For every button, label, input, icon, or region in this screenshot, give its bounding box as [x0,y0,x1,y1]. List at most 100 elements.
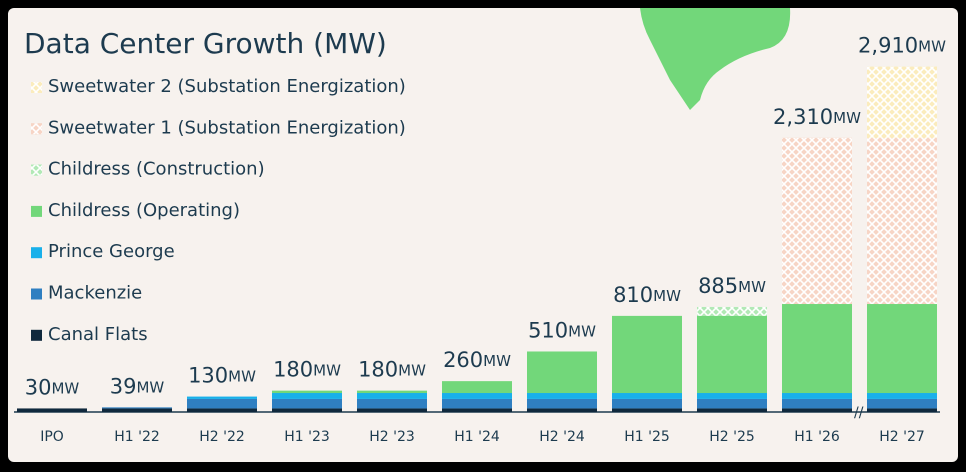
bar-segment [527,408,597,412]
total-value: 885 [698,274,738,298]
total-unit: MW [918,37,946,55]
x-tick-label: H2 '22 [199,429,245,445]
total-label: 510MW [528,318,596,342]
total-label: 130MW [188,364,256,388]
legend-swatch [31,288,42,300]
legend-label: Childress (Construction) [48,159,265,180]
total-unit: MW [136,378,164,396]
bar-segment [782,393,852,399]
total-value: 39 [110,374,137,398]
x-tick-label: H2 '24 [539,429,585,445]
legend-label: Childress (Operating) [48,200,240,221]
total-unit: MW [738,277,766,295]
legend-label: Sweetwater 2 (Substation Energization) [48,76,406,97]
total-value: 130 [188,364,228,388]
map-shape [640,8,791,110]
bar-pattern [867,137,937,305]
total-value: 510 [528,318,568,342]
bar-segment [357,398,427,409]
x-tick-label: H1 '25 [624,429,670,445]
bar-segment [782,408,852,412]
total-unit: MW [228,367,256,385]
bar-segment [612,315,682,394]
total-unit: MW [653,286,681,304]
legend-swatch [31,247,42,259]
bar-segment [867,304,937,394]
total-value: 180 [273,358,313,382]
total-label: 180MW [273,358,341,382]
legend-label: Prince George [48,241,175,262]
bar-segment [527,393,597,399]
legend-label: Mackenzie [48,283,142,304]
total-label: 180MW [358,358,426,382]
total-label: 2,310MW [773,105,861,129]
x-tick-label: H1 '22 [114,429,160,445]
bar-segment [357,390,427,394]
bar-segment [357,408,427,412]
total-label: 260MW [443,348,511,372]
x-tick-label: IPO [40,429,64,445]
bar-pattern [697,306,767,316]
total-value: 2,910 [858,34,918,58]
total-unit: MW [833,108,861,126]
total-value: 810 [613,283,653,307]
total-unit: MW [568,322,596,340]
bar-segment [697,315,767,394]
bar-segment [17,408,87,412]
total-value: 30 [25,375,52,399]
x-tick-label: H2 '27 [879,429,925,445]
x-tick-label: H1 '24 [454,429,500,445]
bar-segment [782,398,852,409]
bar-segment [272,390,342,394]
bar-segment [527,398,597,409]
bar-segment [102,407,172,409]
bar-segment [697,398,767,409]
bar-segment [102,408,172,412]
total-label: 2,910MW [858,34,946,58]
legend-swatch [31,205,42,217]
total-label: 39MW [110,374,165,398]
total-label: 810MW [613,283,681,307]
bar-segment [612,408,682,412]
bar-segment [442,398,512,409]
bar-segment [697,393,767,399]
total-value: 260 [443,348,483,372]
chart-title: Data Center Growth (MW) [24,27,387,60]
bar-segment [442,393,512,399]
total-label: 30MW [25,375,80,399]
axis-break: // [854,405,864,421]
bar-segment [187,396,257,399]
bar-segment [867,393,937,399]
legend-swatch-pattern [31,123,42,135]
legend-label: Canal Flats [48,324,148,345]
x-tick-label: H2 '25 [709,429,755,445]
bar-segment [187,398,257,409]
x-tick-label: H1 '23 [284,429,330,445]
bar-segment [442,381,512,394]
bar-segment [697,408,767,412]
bar-pattern [867,66,937,138]
bar-segment [612,393,682,399]
x-tick-label: H2 '23 [369,429,415,445]
total-label: 885MW [698,274,766,298]
bar-segment [272,398,342,409]
total-value: 180 [358,358,398,382]
legend-swatch [31,329,42,341]
legend-label: Sweetwater 1 (Substation Energization) [48,117,406,138]
bar-segment [867,408,937,412]
legend-swatch-pattern [31,164,42,176]
total-unit: MW [313,361,341,379]
bar-segment [187,408,257,412]
total-unit: MW [398,361,426,379]
bar-segment [612,398,682,409]
bar-segment [527,351,597,394]
total-unit: MW [51,379,79,397]
bar-segment [867,398,937,409]
x-tick-label: H1 '26 [794,429,840,445]
bar-segment [357,393,427,399]
bar-segment [272,408,342,412]
bar-pattern [782,137,852,305]
total-value: 2,310 [773,105,833,129]
legend-swatch-pattern [31,82,42,93]
